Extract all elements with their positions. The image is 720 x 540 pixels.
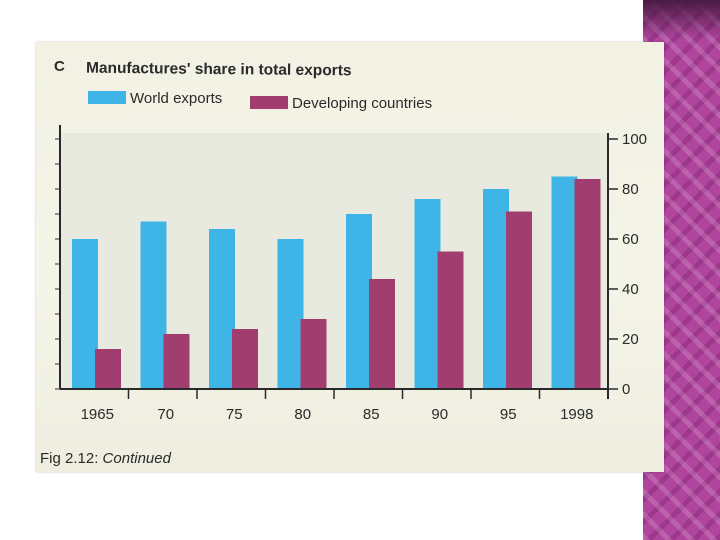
x-tick-label: 85 [363, 406, 380, 423]
bar-world-exports-1965 [72, 239, 98, 389]
bar-world-exports-75 [209, 229, 235, 389]
bar-world-exports-70 [140, 221, 167, 389]
bar-world-exports-80 [277, 239, 304, 389]
bar-developing-countries-95 [506, 211, 532, 389]
bar-developing-countries-1998 [574, 179, 601, 389]
bar-world-exports-1998 [551, 176, 578, 389]
bar-world-exports-85 [346, 214, 372, 389]
y-tick-label: 100 [622, 131, 647, 148]
caption-label: Fig 2.12: [40, 450, 99, 467]
bar-developing-countries-85 [369, 279, 395, 389]
panel-letter: C [54, 58, 65, 75]
caption-text: Continued [102, 450, 171, 467]
figure-photo: C Manufactures' share in total exports W… [36, 42, 664, 472]
legend-label-world-exports: World exports [130, 90, 223, 107]
bar-developing-countries-90 [437, 251, 464, 389]
x-tick-label: 90 [431, 406, 448, 423]
x-tick-label: 80 [294, 406, 311, 423]
bar-world-exports-95 [483, 189, 509, 389]
bar-developing-countries-70 [163, 334, 190, 389]
legend-swatch-world-exports [88, 91, 126, 104]
legend-item-developing-countries: Developing countries [250, 95, 432, 112]
y-tick-label: 40 [622, 281, 639, 298]
legend-label-developing-countries: Developing countries [292, 95, 433, 112]
bar-developing-countries-80 [300, 319, 327, 389]
bar-chart: 1965 70 75 80 85 90 95 1998 0 20 40 60 80 100 [55, 125, 647, 423]
bar-developing-countries-75 [232, 329, 258, 389]
bar-world-exports-90 [414, 199, 441, 389]
x-tick-label: 70 [157, 406, 174, 423]
x-tick-label: 1998 [560, 406, 593, 423]
figure-caption: Fig 2.12: Continued [40, 450, 171, 467]
y-tick-label: 60 [622, 231, 639, 248]
side-band-shadow [643, 0, 720, 40]
bar-developing-countries-1965 [95, 349, 121, 389]
y-tick-label: 80 [622, 181, 639, 198]
y-tick-label: 20 [622, 331, 639, 348]
legend-swatch-developing-countries [250, 96, 288, 109]
y-tick-label: 0 [622, 381, 630, 398]
legend-item-world-exports: World exports [88, 90, 222, 107]
x-tick-label: 1965 [81, 406, 114, 423]
x-tick-label: 75 [226, 406, 243, 423]
x-tick-label: 95 [500, 406, 517, 423]
